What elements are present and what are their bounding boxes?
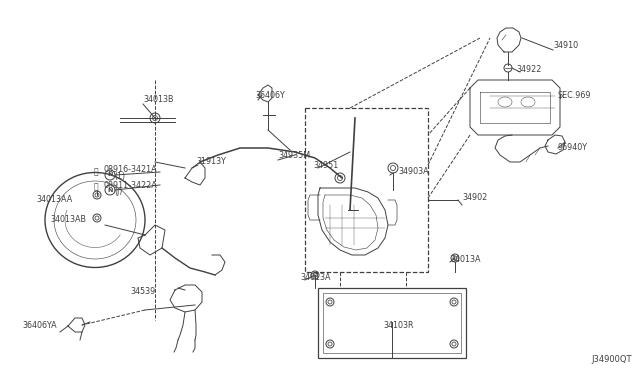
Bar xyxy=(318,288,466,358)
Text: 34013A: 34013A xyxy=(450,256,481,264)
Text: N: N xyxy=(108,187,113,192)
Circle shape xyxy=(504,64,512,72)
Text: 34910: 34910 xyxy=(553,42,578,51)
Text: (J): (J) xyxy=(114,187,122,196)
Text: 34013AB: 34013AB xyxy=(50,215,86,224)
Text: 36406YA: 36406YA xyxy=(22,321,56,330)
Bar xyxy=(323,293,461,353)
Text: (1): (1) xyxy=(114,173,125,182)
Text: 34951: 34951 xyxy=(313,160,339,170)
Bar xyxy=(305,108,428,272)
Text: 96940Y: 96940Y xyxy=(558,144,588,153)
Text: 34103R: 34103R xyxy=(383,321,413,330)
Text: Ⓝ: Ⓝ xyxy=(93,167,99,176)
Text: 34013A: 34013A xyxy=(300,273,330,282)
Circle shape xyxy=(105,170,115,180)
Text: Ⓝ: Ⓝ xyxy=(93,183,99,192)
Text: 34903A: 34903A xyxy=(398,167,429,176)
Text: 34539: 34539 xyxy=(130,288,156,296)
Text: SEC.969: SEC.969 xyxy=(558,90,591,99)
Text: 34922: 34922 xyxy=(516,65,541,74)
Text: 34013B: 34013B xyxy=(143,96,173,105)
Text: 08916-3421A: 08916-3421A xyxy=(104,166,157,174)
Text: 36406Y: 36406Y xyxy=(255,92,285,100)
Text: 34902: 34902 xyxy=(462,193,487,202)
Text: 34935M: 34935M xyxy=(278,151,310,160)
Text: J34900QT: J34900QT xyxy=(591,356,632,365)
Text: N: N xyxy=(108,173,113,177)
Circle shape xyxy=(105,185,115,195)
Text: 08911-3422A: 08911-3422A xyxy=(104,180,157,189)
Text: 34013AA: 34013AA xyxy=(36,196,72,205)
Text: 31913Y: 31913Y xyxy=(196,157,226,166)
